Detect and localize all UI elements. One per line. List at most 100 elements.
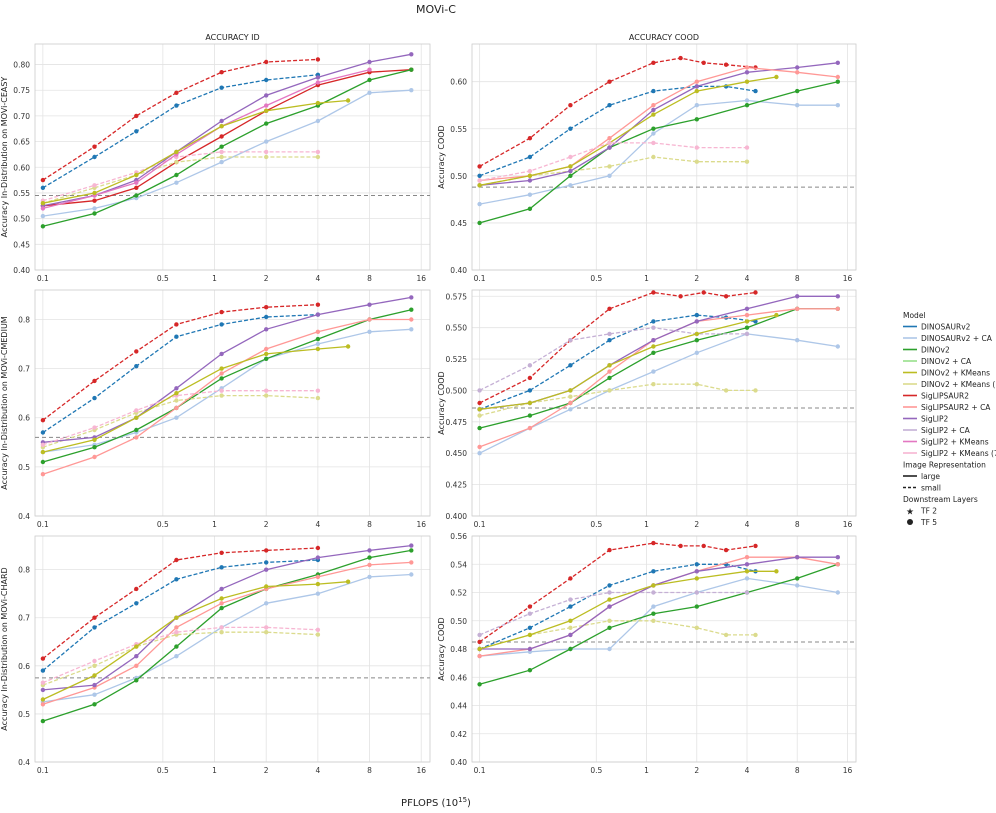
y-tick-label: 0.80	[13, 61, 30, 70]
legend-layers-entry: TF 2	[920, 507, 937, 516]
data-point	[40, 680, 46, 685]
series-line	[479, 291, 756, 404]
data-point	[92, 437, 97, 442]
data-point	[315, 591, 321, 596]
data-point	[219, 376, 224, 381]
data-point	[607, 145, 612, 150]
data-point	[651, 103, 656, 108]
data-point	[174, 415, 179, 420]
data-point	[315, 57, 321, 62]
data-point	[92, 615, 97, 620]
y-tick-label: 0.5	[18, 463, 30, 472]
data-point	[477, 164, 482, 169]
data-point	[568, 576, 573, 581]
data-point	[744, 569, 750, 574]
x-tick-label: 1	[644, 766, 649, 775]
data-point	[651, 618, 656, 623]
data-point	[477, 178, 482, 183]
data-point	[835, 344, 840, 349]
y-tick-label: 0.42	[450, 730, 467, 739]
data-point	[723, 294, 729, 299]
data-point	[607, 140, 612, 146]
data-point	[694, 159, 699, 164]
data-point	[409, 67, 414, 72]
data-point	[174, 103, 179, 108]
data-point	[744, 70, 750, 75]
data-point	[795, 576, 800, 581]
data-point	[568, 632, 573, 638]
x-tick-label: 1	[644, 274, 649, 283]
data-point	[651, 325, 656, 330]
data-point	[744, 145, 750, 150]
x-tick-label: 4	[745, 520, 750, 529]
data-point	[701, 543, 706, 549]
data-point	[795, 88, 800, 94]
legend-model-header: Model	[903, 311, 926, 320]
data-point	[92, 625, 97, 630]
data-point	[40, 430, 46, 435]
data-point	[40, 718, 46, 724]
data-point	[477, 388, 482, 393]
data-point	[651, 154, 656, 160]
legend-entry: DINOv2 + CA	[921, 357, 972, 366]
data-point	[607, 306, 612, 311]
data-point	[568, 183, 573, 188]
y-tick-label: 0.65	[13, 138, 30, 147]
data-point	[477, 400, 482, 406]
data-point	[409, 572, 414, 577]
x-axis-label-text: PFLOPS (10	[401, 798, 458, 809]
data-point	[40, 668, 46, 673]
data-point	[527, 363, 533, 368]
data-point	[607, 338, 612, 343]
legend-repr-entry: small	[921, 484, 941, 493]
panel-2: 0.4 0.5 0.6 0.7 0.8 0.1 0.5 1 2 4 8 16 Accuracy In-D…	[0, 289, 431, 529]
series-line	[42, 69, 370, 210]
plot-frame	[471, 43, 857, 271]
data-point	[40, 201, 46, 206]
legend-entry: SigLIP2 + KMeans	[921, 438, 989, 447]
x-tick-label: 0.5	[590, 766, 602, 775]
x-tick-label: 0.1	[474, 274, 486, 283]
data-point	[92, 378, 97, 384]
data-point	[527, 400, 533, 406]
data-point	[694, 312, 699, 318]
data-point	[607, 136, 612, 141]
data-point	[753, 388, 758, 393]
figure-title: MOVi-C	[416, 3, 456, 16]
data-point	[744, 103, 750, 108]
data-point	[607, 363, 612, 368]
y-tick-label: 0.8	[18, 315, 30, 324]
data-point	[694, 576, 699, 581]
data-point	[744, 331, 750, 337]
data-point	[744, 98, 750, 103]
data-point	[527, 173, 533, 178]
x-tick-label: 1	[212, 520, 217, 529]
x-tick-label: 16	[843, 520, 853, 529]
series-line	[479, 563, 756, 650]
y-tick-label: 0.7	[18, 365, 30, 374]
data-point	[477, 220, 482, 226]
data-point	[651, 290, 656, 295]
data-point	[477, 653, 482, 659]
data-point	[744, 312, 750, 318]
data-point	[835, 306, 840, 311]
legend-repr-entry: large	[921, 472, 940, 481]
series-line	[42, 547, 318, 660]
data-point	[527, 632, 533, 638]
y-tick-label: 0.60	[13, 163, 30, 172]
data-point	[527, 425, 533, 431]
data-point	[174, 398, 179, 403]
x-tick-label: 0.5	[157, 274, 169, 283]
data-point	[219, 565, 224, 570]
legend-entry: SigLIPSAUR2	[921, 392, 969, 401]
x-tick-label: 0.5	[590, 520, 602, 529]
y-tick-label: 0.46	[450, 673, 467, 682]
data-point	[651, 60, 656, 65]
data-point	[835, 103, 840, 108]
data-point	[92, 425, 97, 430]
series-line	[479, 57, 756, 167]
data-point	[134, 644, 139, 649]
data-point	[477, 451, 482, 456]
data-point	[694, 88, 699, 94]
data-point	[40, 442, 46, 447]
